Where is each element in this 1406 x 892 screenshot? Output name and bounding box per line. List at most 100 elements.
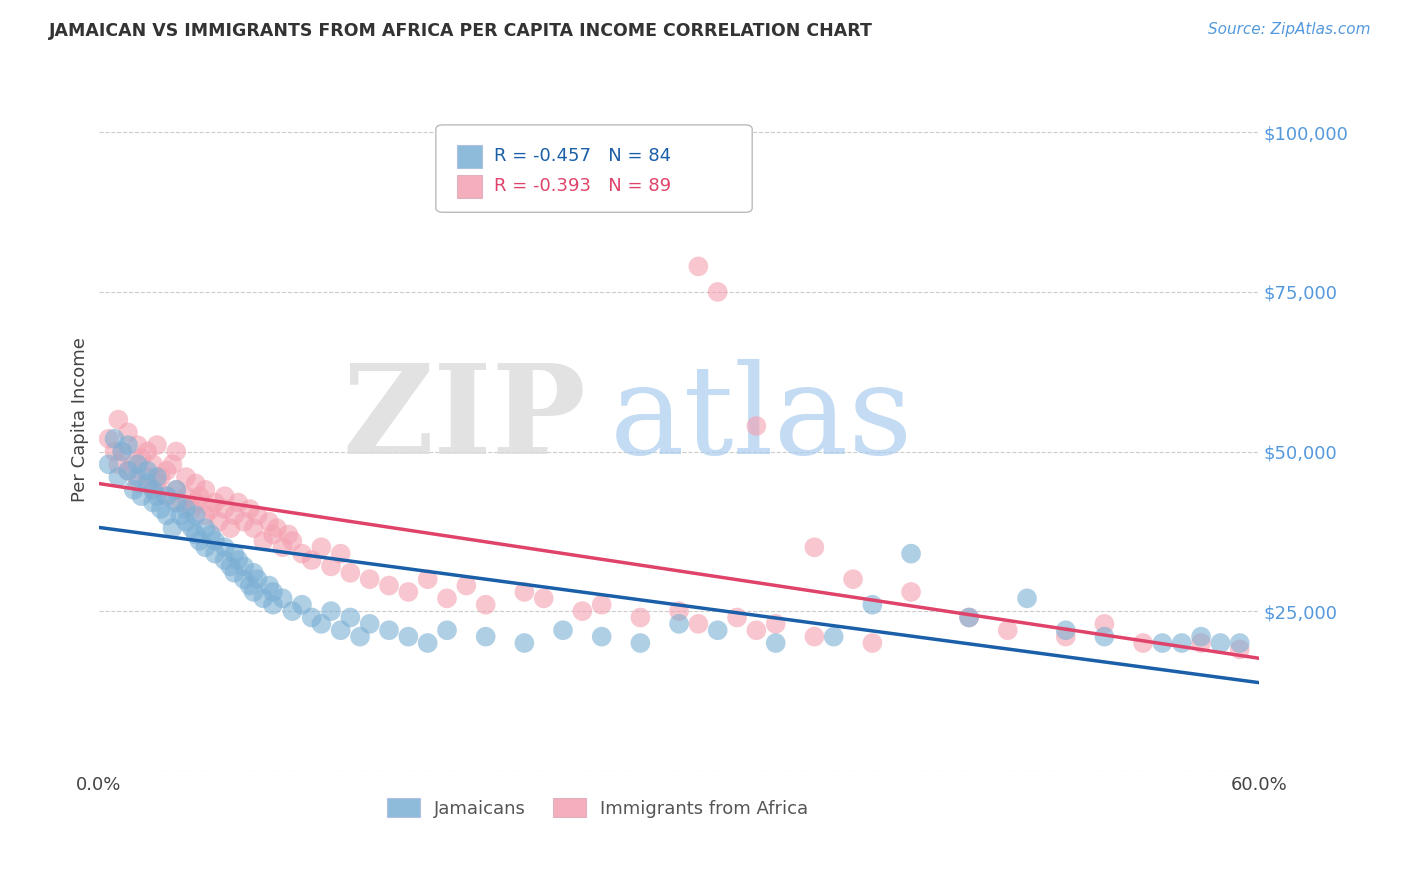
Point [103, 444, 125, 458]
Point [204, 547, 226, 561]
Point [149, 470, 172, 484]
Point [378, 624, 401, 638]
Point [180, 502, 202, 516]
Text: atlas: atlas [609, 359, 912, 480]
Point [156, 489, 179, 503]
Point [765, 636, 787, 650]
Point [706, 624, 728, 638]
Point [239, 578, 262, 592]
Point [174, 470, 197, 484]
Point [1092, 616, 1115, 631]
Point [174, 515, 197, 529]
Point [291, 547, 314, 561]
Point [136, 470, 159, 484]
Point [242, 566, 264, 580]
Point [745, 419, 768, 434]
Point [111, 444, 134, 458]
Point [436, 591, 458, 606]
Point [359, 572, 381, 586]
Point [1189, 636, 1212, 650]
Point [456, 578, 478, 592]
Point [156, 508, 179, 523]
Point [165, 483, 187, 497]
Point [1015, 591, 1038, 606]
Point [349, 630, 371, 644]
Point [329, 624, 352, 638]
Point [194, 508, 217, 523]
Point [111, 444, 134, 458]
Text: JAMAICAN VS IMMIGRANTS FROM AFRICA PER CAPITA INCOME CORRELATION CHART: JAMAICAN VS IMMIGRANTS FROM AFRICA PER C… [49, 22, 873, 40]
Point [257, 515, 280, 529]
Point [219, 521, 242, 535]
Point [188, 489, 211, 503]
Point [131, 450, 153, 465]
Point [271, 541, 294, 555]
Point [127, 438, 149, 452]
Point [204, 495, 226, 509]
Point [97, 432, 120, 446]
Point [214, 489, 236, 503]
Point [184, 508, 207, 523]
Point [165, 495, 187, 509]
Point [591, 630, 613, 644]
Point [142, 483, 165, 497]
Point [359, 616, 381, 631]
Point [122, 483, 145, 497]
Point [900, 547, 922, 561]
Point [257, 578, 280, 592]
Point [127, 470, 149, 484]
Point [860, 598, 883, 612]
Point [219, 559, 242, 574]
Point [180, 521, 202, 535]
Text: ZIP: ZIP [343, 359, 586, 480]
Point [628, 610, 651, 624]
Point [1189, 630, 1212, 644]
Text: R = -0.393   N = 89: R = -0.393 N = 89 [494, 178, 671, 195]
Point [194, 521, 217, 535]
Point [184, 527, 207, 541]
Point [224, 547, 246, 561]
Point [823, 630, 845, 644]
Point [281, 533, 304, 548]
Point [262, 598, 284, 612]
Point [319, 604, 342, 618]
Point [156, 464, 179, 478]
Point [117, 425, 139, 440]
Point [146, 470, 169, 484]
Point [252, 591, 274, 606]
Point [149, 502, 172, 516]
Point [146, 438, 169, 452]
Point [1209, 636, 1232, 650]
Point [107, 458, 129, 472]
Point [117, 464, 139, 478]
Point [142, 483, 165, 497]
Point [239, 502, 262, 516]
Point [266, 521, 288, 535]
Point [233, 572, 256, 586]
Point [416, 572, 439, 586]
Point [142, 495, 165, 509]
Point [668, 616, 690, 631]
Point [107, 470, 129, 484]
Point [224, 566, 246, 580]
Point [165, 444, 187, 458]
Point [277, 527, 299, 541]
Point [233, 559, 256, 574]
Point [571, 604, 593, 618]
Point [252, 533, 274, 548]
Point [131, 489, 153, 503]
Point [706, 285, 728, 299]
Point [233, 515, 256, 529]
Point [142, 458, 165, 472]
Point [271, 591, 294, 606]
Point [169, 508, 191, 523]
Point [628, 636, 651, 650]
Point [533, 591, 555, 606]
Point [745, 624, 768, 638]
Point [208, 515, 231, 529]
Point [301, 610, 323, 624]
Point [165, 483, 187, 497]
Point [242, 521, 264, 535]
Point [184, 476, 207, 491]
Point [162, 458, 184, 472]
